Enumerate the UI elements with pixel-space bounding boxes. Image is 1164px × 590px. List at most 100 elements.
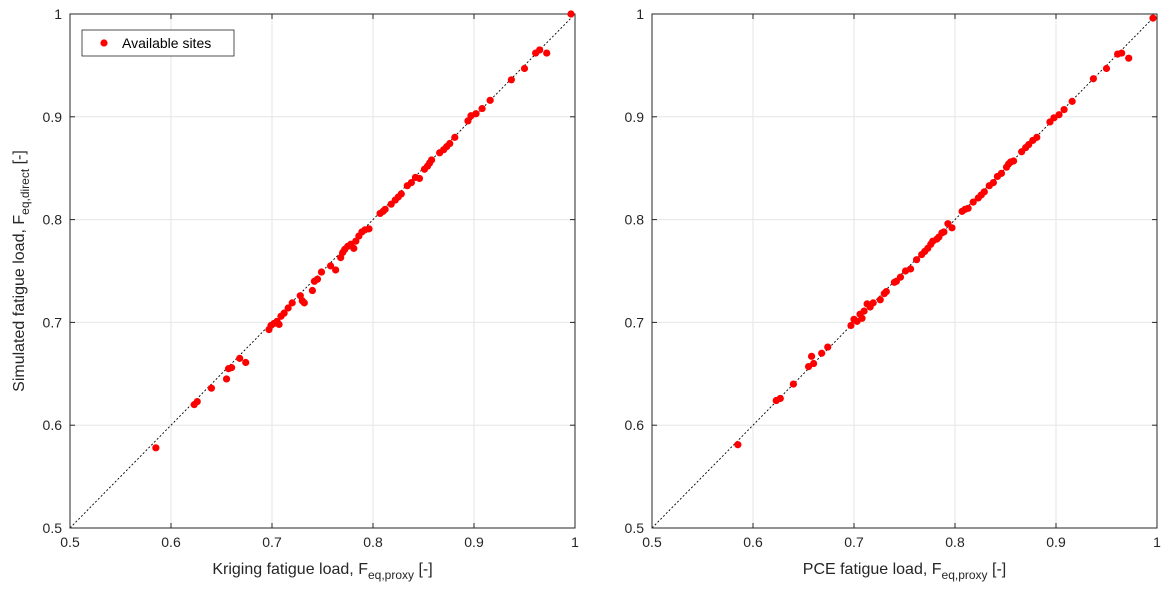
data-point [152, 444, 159, 451]
data-point [998, 170, 1005, 177]
x-axis-label-subscript: eq,proxy [368, 568, 414, 582]
data-point [1055, 111, 1062, 118]
data-point [810, 360, 817, 367]
data-point [1060, 106, 1067, 113]
data-point [824, 343, 831, 350]
data-point [309, 287, 316, 294]
x-axis-label: PCE fatigue load, Feq,proxy [-] [803, 561, 1006, 582]
x-tick-label: 0.7 [262, 534, 282, 550]
data-point [478, 105, 485, 112]
data-point [1069, 98, 1076, 105]
x-tick-label: 1 [571, 534, 579, 550]
data-point [1103, 65, 1110, 72]
data-point [858, 315, 865, 322]
data-point [543, 49, 550, 56]
x-axis-label: Kriging fatigue load, Feq,proxy [-] [212, 561, 432, 582]
data-point [940, 228, 947, 235]
data-point [567, 10, 574, 17]
data-point [446, 140, 453, 147]
x-tick-label: 1 [1153, 534, 1161, 550]
data-point [1125, 55, 1132, 62]
data-point [275, 321, 282, 328]
x-tick-label: 0.6 [161, 534, 181, 550]
y-axis-label-unit: [-] [11, 150, 28, 169]
data-point [913, 256, 920, 263]
data-point [734, 441, 741, 448]
x-tick-label: 0.9 [1046, 534, 1066, 550]
y-tick-label: 0.5 [43, 520, 63, 536]
data-point [289, 299, 296, 306]
y-tick-label: 0.5 [625, 520, 645, 536]
data-point [536, 46, 543, 53]
x-tick-label: 0.8 [945, 534, 965, 550]
x-tick-label: 0.9 [464, 534, 484, 550]
x-tick-label: 0.6 [743, 534, 763, 550]
data-point [451, 134, 458, 141]
data-point [948, 224, 955, 231]
x-axis-label-main: Kriging fatigue load, F [212, 561, 368, 578]
data-point [208, 385, 215, 392]
y-tick-label: 0.9 [43, 109, 63, 125]
data-point [472, 110, 479, 117]
data-point [223, 375, 230, 382]
data-point [883, 288, 890, 295]
y-tick-label: 0.8 [625, 212, 645, 228]
data-point [382, 206, 389, 213]
data-point [861, 307, 868, 314]
y-tick-label: 1 [636, 6, 644, 22]
legend-marker [100, 39, 107, 46]
x-tick-label: 0.8 [363, 534, 383, 550]
data-point [1118, 49, 1125, 56]
data-point [398, 190, 405, 197]
data-point [487, 97, 494, 104]
data-point [790, 380, 797, 387]
data-point [416, 175, 423, 182]
x-tick-label: 0.7 [844, 534, 864, 550]
data-point [301, 299, 308, 306]
data-point [508, 76, 515, 83]
y-tick-label: 0.6 [43, 417, 63, 433]
y-tick-label: 0.7 [625, 314, 645, 330]
data-point [877, 296, 884, 303]
data-point [818, 350, 825, 357]
x-axis-label-subscript: eq,proxy [942, 568, 988, 582]
data-point [318, 268, 325, 275]
data-point [897, 274, 904, 281]
y-axis-label: Simulated fatigue load, Feq,direct [-] [11, 150, 32, 392]
y-axis-label-main: Simulated fatigue load, F [11, 215, 28, 392]
x-axis-label-unit: [-] [988, 561, 1007, 578]
x-axis-label-main: PCE fatigue load, F [803, 561, 942, 578]
data-point [236, 355, 243, 362]
legend: Available sites [82, 30, 234, 56]
data-point [228, 364, 235, 371]
data-point [808, 353, 815, 360]
data-point [990, 179, 997, 186]
data-point [965, 205, 972, 212]
data-point [194, 398, 201, 405]
y-tick-label: 0.9 [625, 109, 645, 125]
x-axis-label-unit: [-] [414, 561, 433, 578]
y-axis-label-subscript: eq,direct [18, 168, 32, 215]
y-tick-label: 0.6 [625, 417, 645, 433]
data-point [350, 245, 357, 252]
pce-axes: 0.5 0.6 0.7 0.8 0.9 10.50.60.70.80.91PCE fati… [625, 6, 1162, 582]
data-point [332, 266, 339, 273]
y-tick-label: 0.7 [43, 314, 63, 330]
data-point [1033, 134, 1040, 141]
data-point [314, 276, 321, 283]
data-point [1149, 15, 1156, 22]
data-point [428, 156, 435, 163]
data-point [521, 65, 528, 72]
x-tick-label: 0.5 [60, 534, 80, 550]
data-point [1090, 75, 1097, 82]
data-point [907, 265, 914, 272]
data-point [870, 299, 877, 306]
y-tick-label: 0.8 [43, 212, 63, 228]
data-point [365, 225, 372, 232]
data-point [981, 188, 988, 195]
y-tick-label: 1 [54, 6, 62, 22]
legend-label: Available sites [122, 35, 211, 51]
data-point [777, 395, 784, 402]
data-point [1010, 157, 1017, 164]
data-point [847, 322, 854, 329]
